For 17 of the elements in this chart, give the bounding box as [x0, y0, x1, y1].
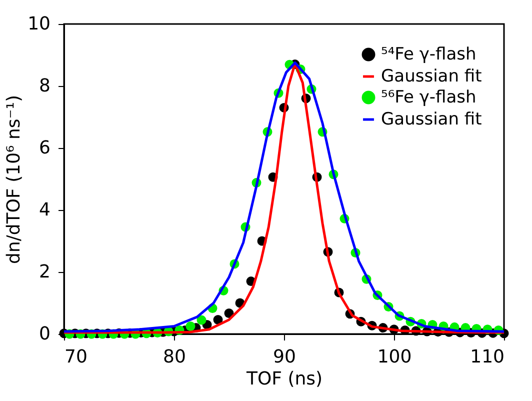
x-axis-title: TOF (ns)	[245, 368, 323, 390]
x-tick-label: 100	[377, 346, 412, 368]
legend-label: ⁵⁶Fe γ-flash	[381, 88, 476, 108]
legend-label: Gaussian fit	[381, 66, 482, 86]
y-tick-label: 0	[39, 324, 50, 344]
legend-label: ⁵⁴Fe γ-flash	[381, 44, 476, 64]
y-tick-label: 4	[39, 200, 50, 220]
x-tick-label: 90	[273, 346, 296, 368]
legend-label: Gaussian fit	[381, 110, 482, 130]
y-tick-label: 6	[39, 138, 50, 158]
y-tick-label: 10	[28, 14, 50, 34]
y-axis-title: dn/dTOF (10⁶ ns⁻¹)	[4, 95, 25, 264]
x-tick-label: 80	[163, 346, 186, 368]
y-tick-label: 8	[39, 76, 50, 96]
x-tick-label: 70	[64, 346, 88, 368]
x-tick-label: 110	[470, 346, 504, 368]
y-tick-label: 2	[39, 262, 50, 282]
